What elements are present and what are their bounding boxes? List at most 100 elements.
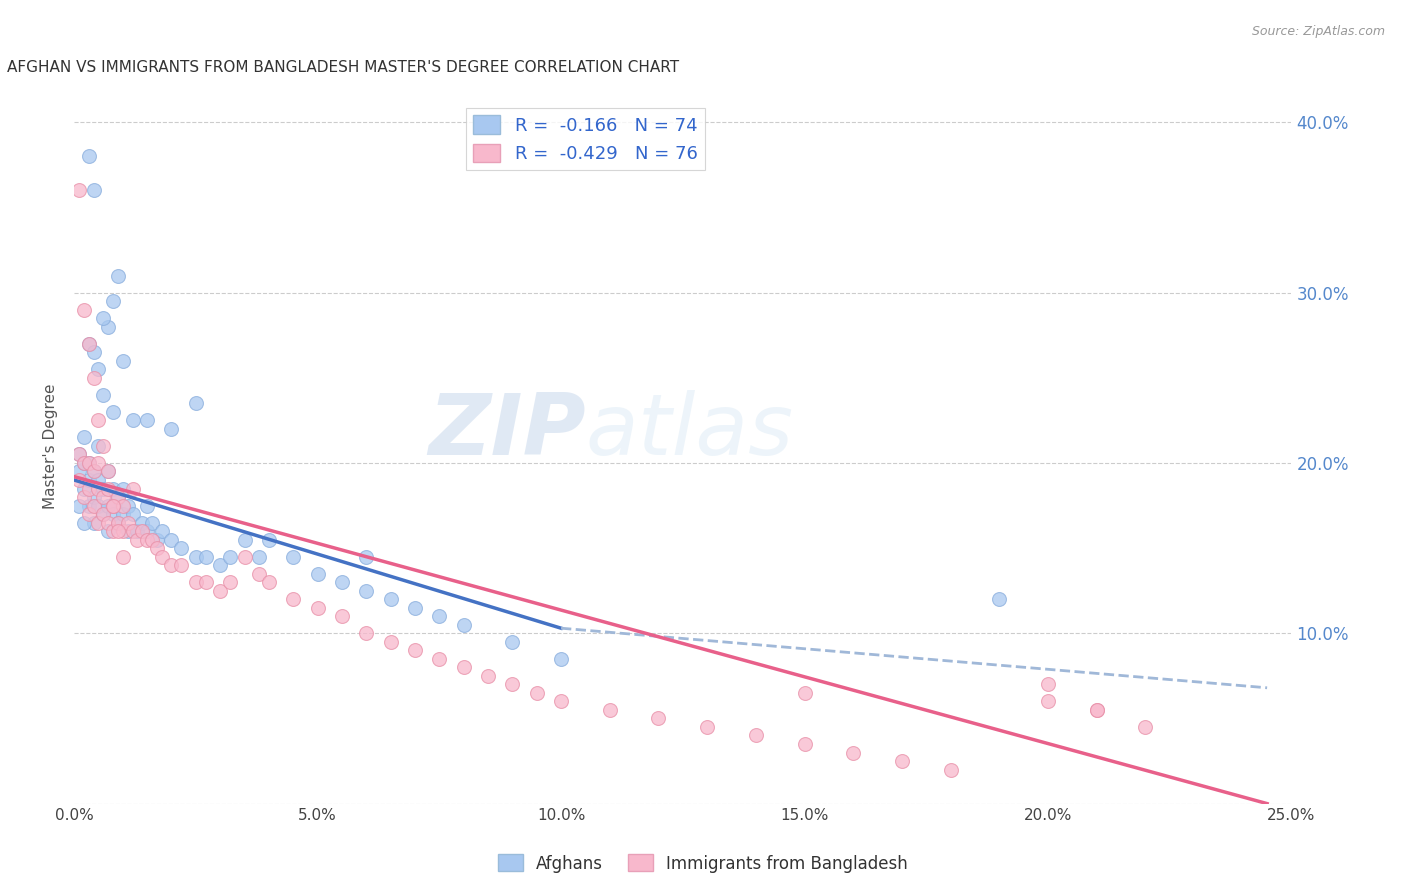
Point <box>101 294 124 309</box>
Legend: R =  -0.166   N = 74, R =  -0.429   N = 76: R = -0.166 N = 74, R = -0.429 N = 76 <box>465 108 704 170</box>
Point <box>117 524 139 538</box>
Point <box>73 516 96 530</box>
Point <box>283 549 305 564</box>
Point <box>354 549 377 564</box>
Point <box>121 482 143 496</box>
Point <box>194 549 217 564</box>
Point <box>101 405 124 419</box>
Point <box>150 549 173 564</box>
Point <box>427 652 450 666</box>
Point <box>1085 703 1108 717</box>
Point <box>1036 677 1059 691</box>
Point <box>73 456 96 470</box>
Point <box>91 507 114 521</box>
Point <box>73 302 96 317</box>
Point <box>136 524 159 538</box>
Point <box>127 533 149 547</box>
Point <box>121 524 143 538</box>
Text: Source: ZipAtlas.com: Source: ZipAtlas.com <box>1251 25 1385 38</box>
Point <box>696 720 718 734</box>
Point <box>83 184 105 198</box>
Point <box>97 319 120 334</box>
Text: AFGHAN VS IMMIGRANTS FROM BANGLADESH MASTER'S DEGREE CORRELATION CHART: AFGHAN VS IMMIGRANTS FROM BANGLADESH MAS… <box>7 60 679 75</box>
Point <box>988 592 1011 607</box>
Point <box>136 499 159 513</box>
Point <box>131 516 153 530</box>
Point <box>453 617 475 632</box>
Point <box>107 490 129 504</box>
Point <box>83 371 105 385</box>
Point <box>380 635 402 649</box>
Point <box>939 763 962 777</box>
Point <box>87 456 110 470</box>
Point <box>330 575 353 590</box>
Point <box>87 413 110 427</box>
Point <box>97 465 120 479</box>
Point <box>87 499 110 513</box>
Point <box>91 388 114 402</box>
Point <box>77 473 100 487</box>
Point <box>184 396 207 410</box>
Point <box>97 524 120 538</box>
Point <box>257 533 280 547</box>
Point <box>97 465 120 479</box>
Point <box>501 635 523 649</box>
Point <box>91 507 114 521</box>
Point <box>87 362 110 376</box>
Point <box>890 754 912 768</box>
Point <box>427 609 450 624</box>
Point <box>107 524 129 538</box>
Point <box>87 482 110 496</box>
Point <box>526 686 548 700</box>
Point <box>91 482 114 496</box>
Point <box>247 566 270 581</box>
Point <box>67 184 90 198</box>
Text: atlas: atlas <box>585 390 793 473</box>
Point <box>101 524 124 538</box>
Point <box>247 549 270 564</box>
Point <box>184 575 207 590</box>
Point <box>209 583 232 598</box>
Point <box>111 482 134 496</box>
Point <box>77 456 100 470</box>
Point <box>73 482 96 496</box>
Point <box>793 686 815 700</box>
Point <box>127 524 149 538</box>
Point <box>73 430 96 444</box>
Point <box>83 499 105 513</box>
Point <box>111 549 134 564</box>
Point <box>141 516 163 530</box>
Point <box>77 507 100 521</box>
Point <box>219 575 242 590</box>
Point <box>219 549 242 564</box>
Point <box>184 549 207 564</box>
Point <box>117 499 139 513</box>
Point <box>67 447 90 461</box>
Point <box>160 558 183 573</box>
Point <box>283 592 305 607</box>
Legend: Afghans, Immigrants from Bangladesh: Afghans, Immigrants from Bangladesh <box>491 847 915 880</box>
Point <box>647 711 669 725</box>
Text: ZIP: ZIP <box>427 390 585 473</box>
Point <box>73 490 96 504</box>
Point <box>101 507 124 521</box>
Point <box>1135 720 1157 734</box>
Point <box>97 499 120 513</box>
Point <box>150 524 173 538</box>
Point <box>107 268 129 283</box>
Point <box>146 533 169 547</box>
Point <box>453 660 475 674</box>
Point <box>233 549 256 564</box>
Point <box>67 473 90 487</box>
Point <box>550 694 572 708</box>
Point <box>107 516 129 530</box>
Point <box>793 737 815 751</box>
Point <box>73 456 96 470</box>
Point <box>83 465 105 479</box>
Point <box>67 465 90 479</box>
Point <box>136 533 159 547</box>
Point <box>136 413 159 427</box>
Point <box>307 566 329 581</box>
Point <box>257 575 280 590</box>
Y-axis label: Master's Degree: Master's Degree <box>44 384 58 508</box>
